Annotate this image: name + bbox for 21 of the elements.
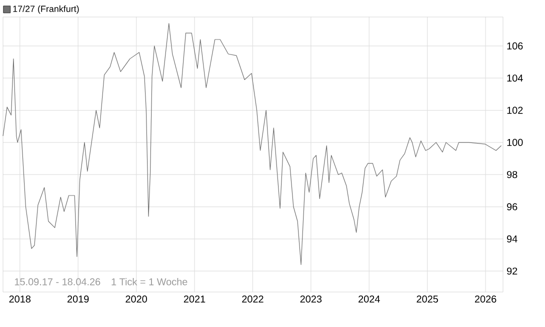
x-tick-label: 2019 <box>68 296 89 303</box>
y-tick-label: 98 <box>507 171 518 178</box>
x-tick-label: 2025 <box>416 296 438 303</box>
x-tick-label: 2023 <box>300 296 322 303</box>
y-tick-label: 96 <box>507 203 518 210</box>
x-tick-label: 2024 <box>358 296 380 303</box>
x-tick-label: 2018 <box>9 296 31 303</box>
y-tick-label: 92 <box>507 268 518 275</box>
line-series <box>2 23 502 265</box>
x-tick-label: 2020 <box>126 296 147 303</box>
y-tick-label: 100 <box>507 138 523 146</box>
x-tick-label: 2026 <box>474 296 496 303</box>
legend-label: 17/27 (Frankfurt) <box>13 5 79 14</box>
annotation: 1 Tick = 1 Woche <box>112 278 188 286</box>
y-tick-label: 106 <box>507 42 523 50</box>
y-tick-label: 104 <box>507 74 523 82</box>
x-tick-label: 2021 <box>184 296 206 303</box>
y-tick-label: 102 <box>507 106 523 114</box>
y-tick-label: 94 <box>507 235 518 242</box>
x-tick-label: 2022 <box>242 296 264 303</box>
annotation: 15.09.17 - 18.04.26 <box>14 278 100 286</box>
